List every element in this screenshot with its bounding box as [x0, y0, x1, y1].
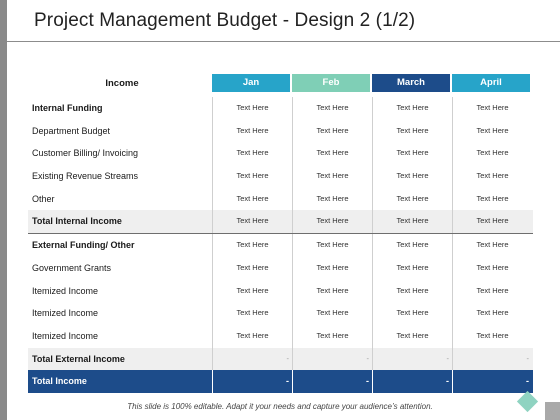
table-row: Internal Funding Text Here Text Here Tex…	[28, 97, 533, 120]
row-label: Internal Funding	[32, 103, 103, 113]
table-cell: Text Here	[372, 97, 452, 120]
table-cell: Text Here	[292, 187, 372, 211]
table-cell: Text Here	[452, 142, 532, 166]
table-cell: Text Here	[372, 119, 452, 143]
table-cell: -	[292, 347, 372, 371]
table-cell: Text Here	[292, 234, 372, 257]
table-row: Existing Revenue Streams Text Here Text …	[28, 165, 533, 188]
month-header-jan: Jan	[212, 74, 290, 92]
table-cell: Text Here	[452, 234, 532, 257]
table-cell: Text Here	[372, 324, 452, 348]
table-row: Itemized Income Text Here Text Here Text…	[28, 324, 533, 348]
title-divider	[7, 41, 560, 42]
table-cell: Text Here	[452, 324, 532, 348]
table-cell: Text Here	[212, 279, 292, 303]
table-cell: Text Here	[212, 256, 292, 280]
table-cell: Text Here	[372, 302, 452, 325]
table-cell: -	[452, 370, 532, 394]
table-cell: Text Here	[212, 302, 292, 325]
month-header-march: March	[372, 74, 450, 92]
table-cell: Text Here	[372, 279, 452, 303]
table-cell: Text Here	[212, 142, 292, 166]
table-cell: Text Here	[452, 165, 532, 188]
table-cell: Text Here	[292, 279, 372, 303]
table-cell: Text Here	[292, 119, 372, 143]
table-cell: Text Here	[212, 165, 292, 188]
table-cell: -	[452, 347, 532, 371]
table-cell: -	[212, 347, 292, 371]
table-cell: Text Here	[292, 256, 372, 280]
table-cell: Text Here	[452, 97, 532, 120]
row-label: Total Income	[32, 376, 87, 387]
row-label: Other	[32, 193, 55, 204]
row-label: Itemized Income	[32, 308, 99, 319]
table-cell: -	[212, 370, 292, 394]
table-cell: Text Here	[292, 97, 372, 120]
table-cell: -	[372, 347, 452, 371]
table-cell: Text Here	[372, 165, 452, 188]
month-header-april: April	[452, 74, 530, 92]
table-row: Itemized Income Text Here Text Here Text…	[28, 279, 533, 303]
corner-decoration	[545, 402, 560, 420]
table-row: External Funding/ Other Text Here Text H…	[28, 234, 533, 257]
table-row: Department Budget Text Here Text Here Te…	[28, 119, 533, 143]
row-label: Government Grants	[32, 262, 112, 273]
table-cell: -	[372, 370, 452, 394]
table-header-row: Income Jan Feb March April	[28, 73, 533, 94]
row-label: Existing Revenue Streams	[32, 171, 139, 182]
table-row-total: Total Income - - - -	[28, 370, 533, 394]
table-cell: Text Here	[292, 324, 372, 348]
month-header-feb: Feb	[292, 74, 370, 92]
row-label: Itemized Income	[32, 330, 99, 341]
page-title: Project Management Budget - Design 2 (1/…	[34, 10, 416, 31]
table-row-subtotal: Total External Income - - - -	[28, 347, 533, 371]
income-header: Income	[105, 78, 139, 89]
table-row-subtotal: Total Internal Income Text Here Text Her…	[28, 210, 533, 234]
table-row: Itemized Income Text Here Text Here Text…	[28, 302, 533, 325]
budget-table: Income Jan Feb March April Internal Fund…	[28, 73, 533, 394]
table-cell: Text Here	[452, 210, 532, 234]
table-cell: Text Here	[452, 187, 532, 211]
table-cell: Text Here	[372, 234, 452, 257]
table-cell: Text Here	[292, 210, 372, 234]
table-cell: Text Here	[372, 142, 452, 166]
table-cell: Text Here	[212, 97, 292, 120]
row-label: Customer Billing/ Invoicing	[32, 148, 139, 159]
row-label: External Funding/ Other	[32, 240, 135, 251]
table-cell: Text Here	[292, 302, 372, 325]
left-accent-bar	[0, 0, 7, 420]
row-label: Total Internal Income	[32, 216, 122, 227]
table-cell: Text Here	[292, 165, 372, 188]
table-cell: Text Here	[212, 324, 292, 348]
table-row: Government Grants Text Here Text Here Te…	[28, 256, 533, 280]
table-cell: Text Here	[372, 187, 452, 211]
table-cell: Text Here	[372, 256, 452, 280]
row-label: Total External Income	[32, 353, 125, 364]
table-cell: Text Here	[452, 119, 532, 143]
table-cell: Text Here	[292, 142, 372, 166]
table-cell: Text Here	[452, 279, 532, 303]
table-cell: Text Here	[452, 302, 532, 325]
table-cell: Text Here	[372, 210, 452, 234]
table-cell: Text Here	[212, 187, 292, 211]
row-label: Department Budget	[32, 125, 111, 136]
footer-note: This slide is 100% editable. Adapt it yo…	[127, 402, 433, 411]
table-row: Other Text Here Text Here Text Here Text…	[28, 187, 533, 211]
table-row: Customer Billing/ Invoicing Text Here Te…	[28, 142, 533, 166]
table-cell: Text Here	[452, 256, 532, 280]
table-cell: -	[292, 370, 372, 394]
table-cell: Text Here	[212, 119, 292, 143]
section-divider	[28, 233, 533, 235]
row-label: Itemized Income	[32, 285, 99, 296]
table-cell: Text Here	[212, 234, 292, 257]
table-cell: Text Here	[212, 210, 292, 234]
